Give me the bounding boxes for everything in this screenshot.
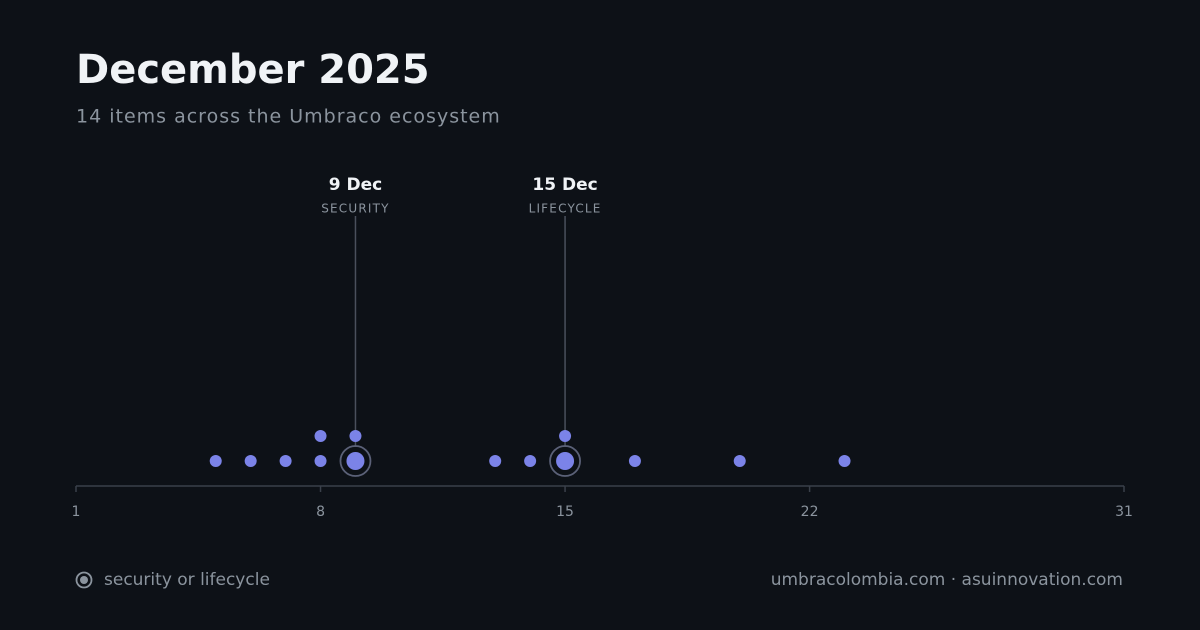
annotation-category: LIFECYCLE bbox=[529, 202, 602, 216]
footer: umbracolombia.com · asuinnovation.com bbox=[771, 570, 1123, 590]
dot bbox=[838, 455, 851, 467]
dot bbox=[279, 455, 292, 467]
dot bbox=[733, 455, 746, 467]
annotation-label: 9 Dec bbox=[329, 175, 382, 195]
x-tick-label: 8 bbox=[316, 504, 325, 520]
legend-dot bbox=[80, 576, 88, 584]
dot bbox=[244, 455, 257, 467]
dot bbox=[489, 455, 502, 467]
dot bbox=[314, 430, 327, 442]
x-tick-label: 15 bbox=[556, 504, 574, 520]
highlight-ring bbox=[339, 445, 372, 477]
dot bbox=[314, 455, 327, 467]
dot bbox=[628, 455, 641, 467]
legend-ring bbox=[75, 571, 93, 589]
annotation-label: 15 Dec bbox=[532, 175, 597, 195]
annotation-category: SECURITY bbox=[321, 202, 390, 216]
dot bbox=[349, 430, 362, 442]
x-tick-label: 31 bbox=[1115, 504, 1133, 520]
highlight-dot bbox=[346, 452, 365, 470]
dot bbox=[524, 455, 537, 467]
dot bbox=[209, 455, 222, 467]
chart-title: December 2025 bbox=[76, 47, 430, 93]
chart-subtitle: 14 items across the Umbraco ecosystem bbox=[76, 106, 501, 128]
x-tick-label: 1 bbox=[72, 504, 81, 520]
x-tick-label: 22 bbox=[801, 504, 819, 520]
highlight-dot bbox=[556, 452, 575, 470]
legend-text: security or lifecycle bbox=[104, 570, 270, 590]
highlight-ring bbox=[549, 445, 581, 477]
dot bbox=[559, 430, 572, 442]
